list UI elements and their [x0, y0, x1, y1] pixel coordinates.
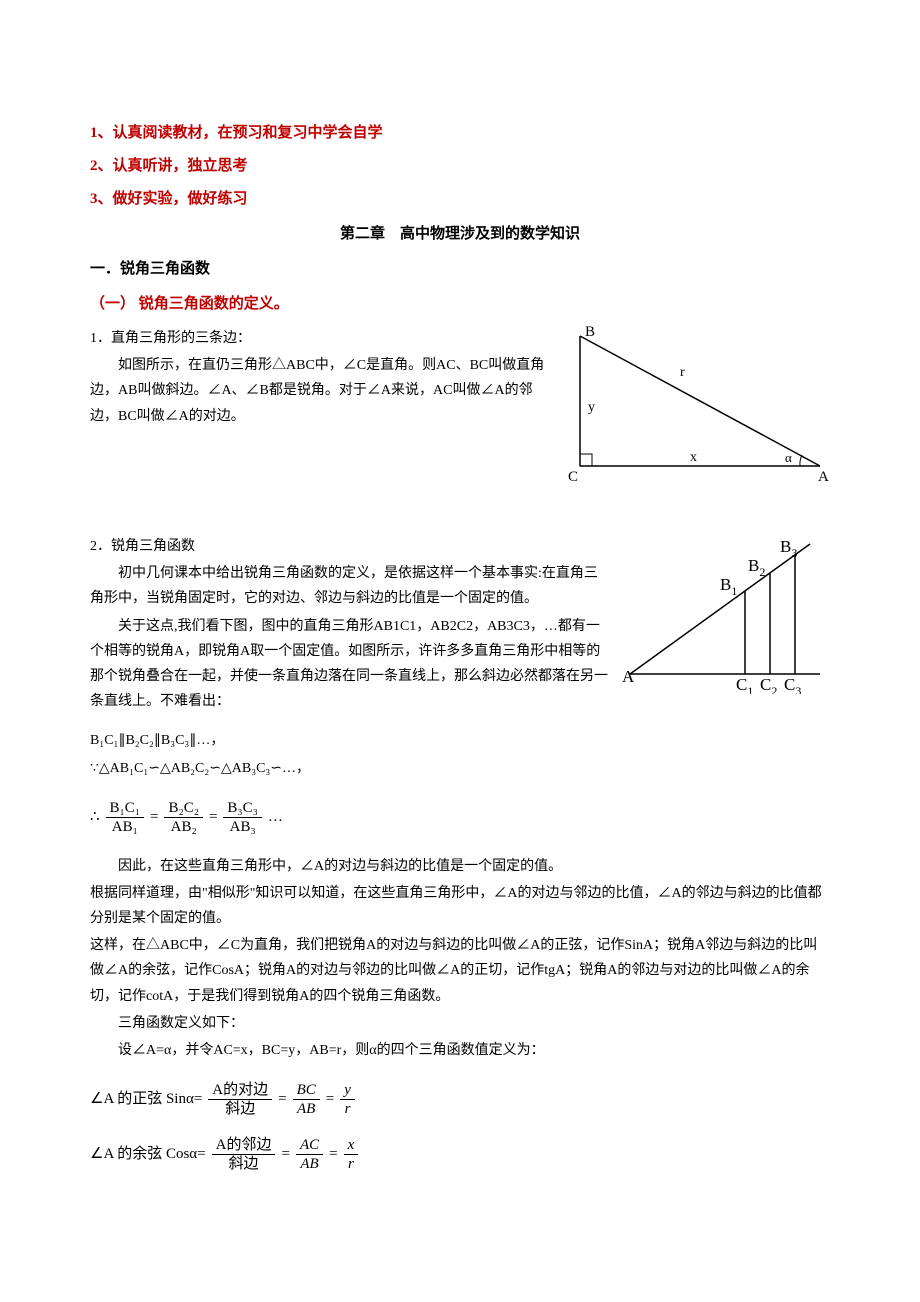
fig1-label-alpha: α: [785, 450, 792, 465]
p6: 根据同样道理，由"相似形"知识可以知道，在这些直角三角形中，∠A的对边与邻边的比…: [90, 881, 830, 931]
section-1-title: 一．锐角三角函数: [90, 256, 830, 283]
chapter-title: 第二章 高中物理涉及到的数学知识: [90, 221, 830, 248]
sin-equation: ∠A 的正弦 Sinα= A的对边斜边 = BCAB = yr: [90, 1081, 830, 1118]
svg-text:B2: B2: [748, 556, 765, 579]
ratio-equation: ∴ B₁C₁AB₁ = B₂C₂AB₂ = B₃C₃AB₃ …: [90, 799, 830, 836]
svg-text:B3: B3: [780, 537, 797, 560]
p8: 三角函数定义如下：: [90, 1011, 830, 1036]
svg-text:C1: C1: [736, 675, 753, 694]
fig2-B2: B: [748, 556, 759, 575]
figure-right-triangle: B C A r y x α: [560, 326, 830, 486]
fig1-label-A: A: [818, 469, 829, 485]
fig1-label-B: B: [585, 326, 595, 340]
fig1-label-C: C: [568, 469, 578, 485]
fig1-label-r: r: [680, 365, 685, 380]
fig2-C3: C: [784, 675, 795, 694]
fig2-C2: C: [760, 675, 771, 694]
fig1-label-y: y: [588, 400, 595, 415]
tip-3: 3、做好实验，做好练习: [90, 186, 830, 213]
fig2-B3: B: [780, 537, 791, 556]
figure-similar-triangles: A B1 B2 B3 C1 C2 C3: [620, 534, 830, 694]
svg-text:C2: C2: [760, 675, 777, 694]
svg-text:C3: C3: [784, 675, 801, 694]
section-1-sub1: （一） 锐角三角函数的定义。: [90, 291, 830, 318]
tip-1: 1、认真阅读教材，在预习和复习中学会自学: [90, 120, 830, 147]
p7: 这样，在△ABC中，∠C为直角，我们把锐角A的对边与斜边的比叫做∠A的正弦，记作…: [90, 933, 830, 1009]
fig2-C1: C: [736, 675, 747, 694]
tip-2: 2、认真听讲，独立思考: [90, 153, 830, 180]
svg-text:B1: B1: [720, 575, 737, 598]
p4: ∵△AB₁C₁∽△AB₂C₂∽△AB₃C₃∽…，: [90, 756, 830, 781]
p9: 设∠A=α，并令AC=x，BC=y，AB=r，则α的四个三角函数值定义为：: [90, 1038, 830, 1063]
fig1-label-x: x: [690, 450, 697, 465]
cos-equation: ∠A 的余弦 Cosα= A的邻边斜边 = ACAB = xr: [90, 1136, 830, 1173]
p3: B₁C₁∥B₂C₂∥B₃C₃∥…，: [90, 728, 830, 753]
fig2-B1: B: [720, 575, 731, 594]
fig2-label-A: A: [622, 667, 635, 686]
p5: 因此，在这些直角三角形中，∠A的对边与斜边的比值是一个固定的值。: [90, 854, 830, 879]
